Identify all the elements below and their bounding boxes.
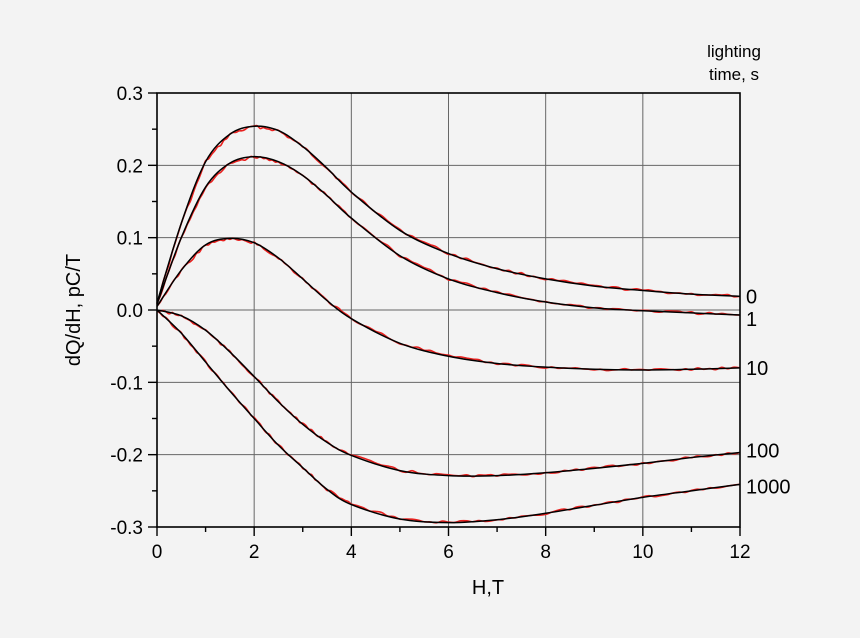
series-label-100: 100 — [746, 440, 779, 462]
x-tick-label: 8 — [540, 542, 551, 563]
y-tick-label: 0.0 — [117, 301, 143, 322]
y-tick-label: 0.1 — [117, 229, 143, 250]
series-label-1: 1 — [746, 309, 757, 331]
fit-curve-100 — [156, 309, 741, 477]
fit-curve-10 — [156, 237, 741, 371]
tick-labels: 0 2 4 6 8 10 12 0.3 0.2 0.1 0.0 -0.1 -0.2 -0.3 — [110, 84, 750, 563]
fit-curve-0 — [156, 125, 741, 303]
y-axis-title: dQ/dH, pC/T — [63, 254, 85, 366]
legend-title-line-1: lighting — [707, 42, 761, 61]
y-tick-label: -0.2 — [110, 446, 143, 467]
x-tick-label: 10 — [632, 542, 653, 563]
series-label-0: 0 — [746, 286, 757, 308]
x-tick-label: 0 — [152, 542, 163, 563]
x-tick-label: 12 — [729, 542, 750, 563]
axis-ticks — [148, 92, 741, 536]
legend-title-line-2: time, s — [709, 65, 759, 84]
series-label-1000: 1000 — [746, 476, 791, 498]
fit-curve-1 — [156, 155, 741, 316]
series-label-10: 10 — [746, 358, 768, 380]
y-tick-label: 0.3 — [117, 84, 143, 105]
x-axis-title: H,T — [472, 577, 504, 599]
y-tick-label: -0.3 — [110, 518, 143, 539]
series-labels: 01 10 100 1000 — [746, 286, 791, 498]
y-tick-label: -0.1 — [110, 373, 143, 394]
x-tick-label: 2 — [249, 542, 260, 563]
x-tick-label: 6 — [443, 542, 454, 563]
x-tick-label: 4 — [346, 542, 357, 563]
y-tick-label: 0.2 — [117, 156, 143, 177]
fit-curve-1000 — [156, 309, 741, 524]
fit-curves — [156, 125, 741, 524]
